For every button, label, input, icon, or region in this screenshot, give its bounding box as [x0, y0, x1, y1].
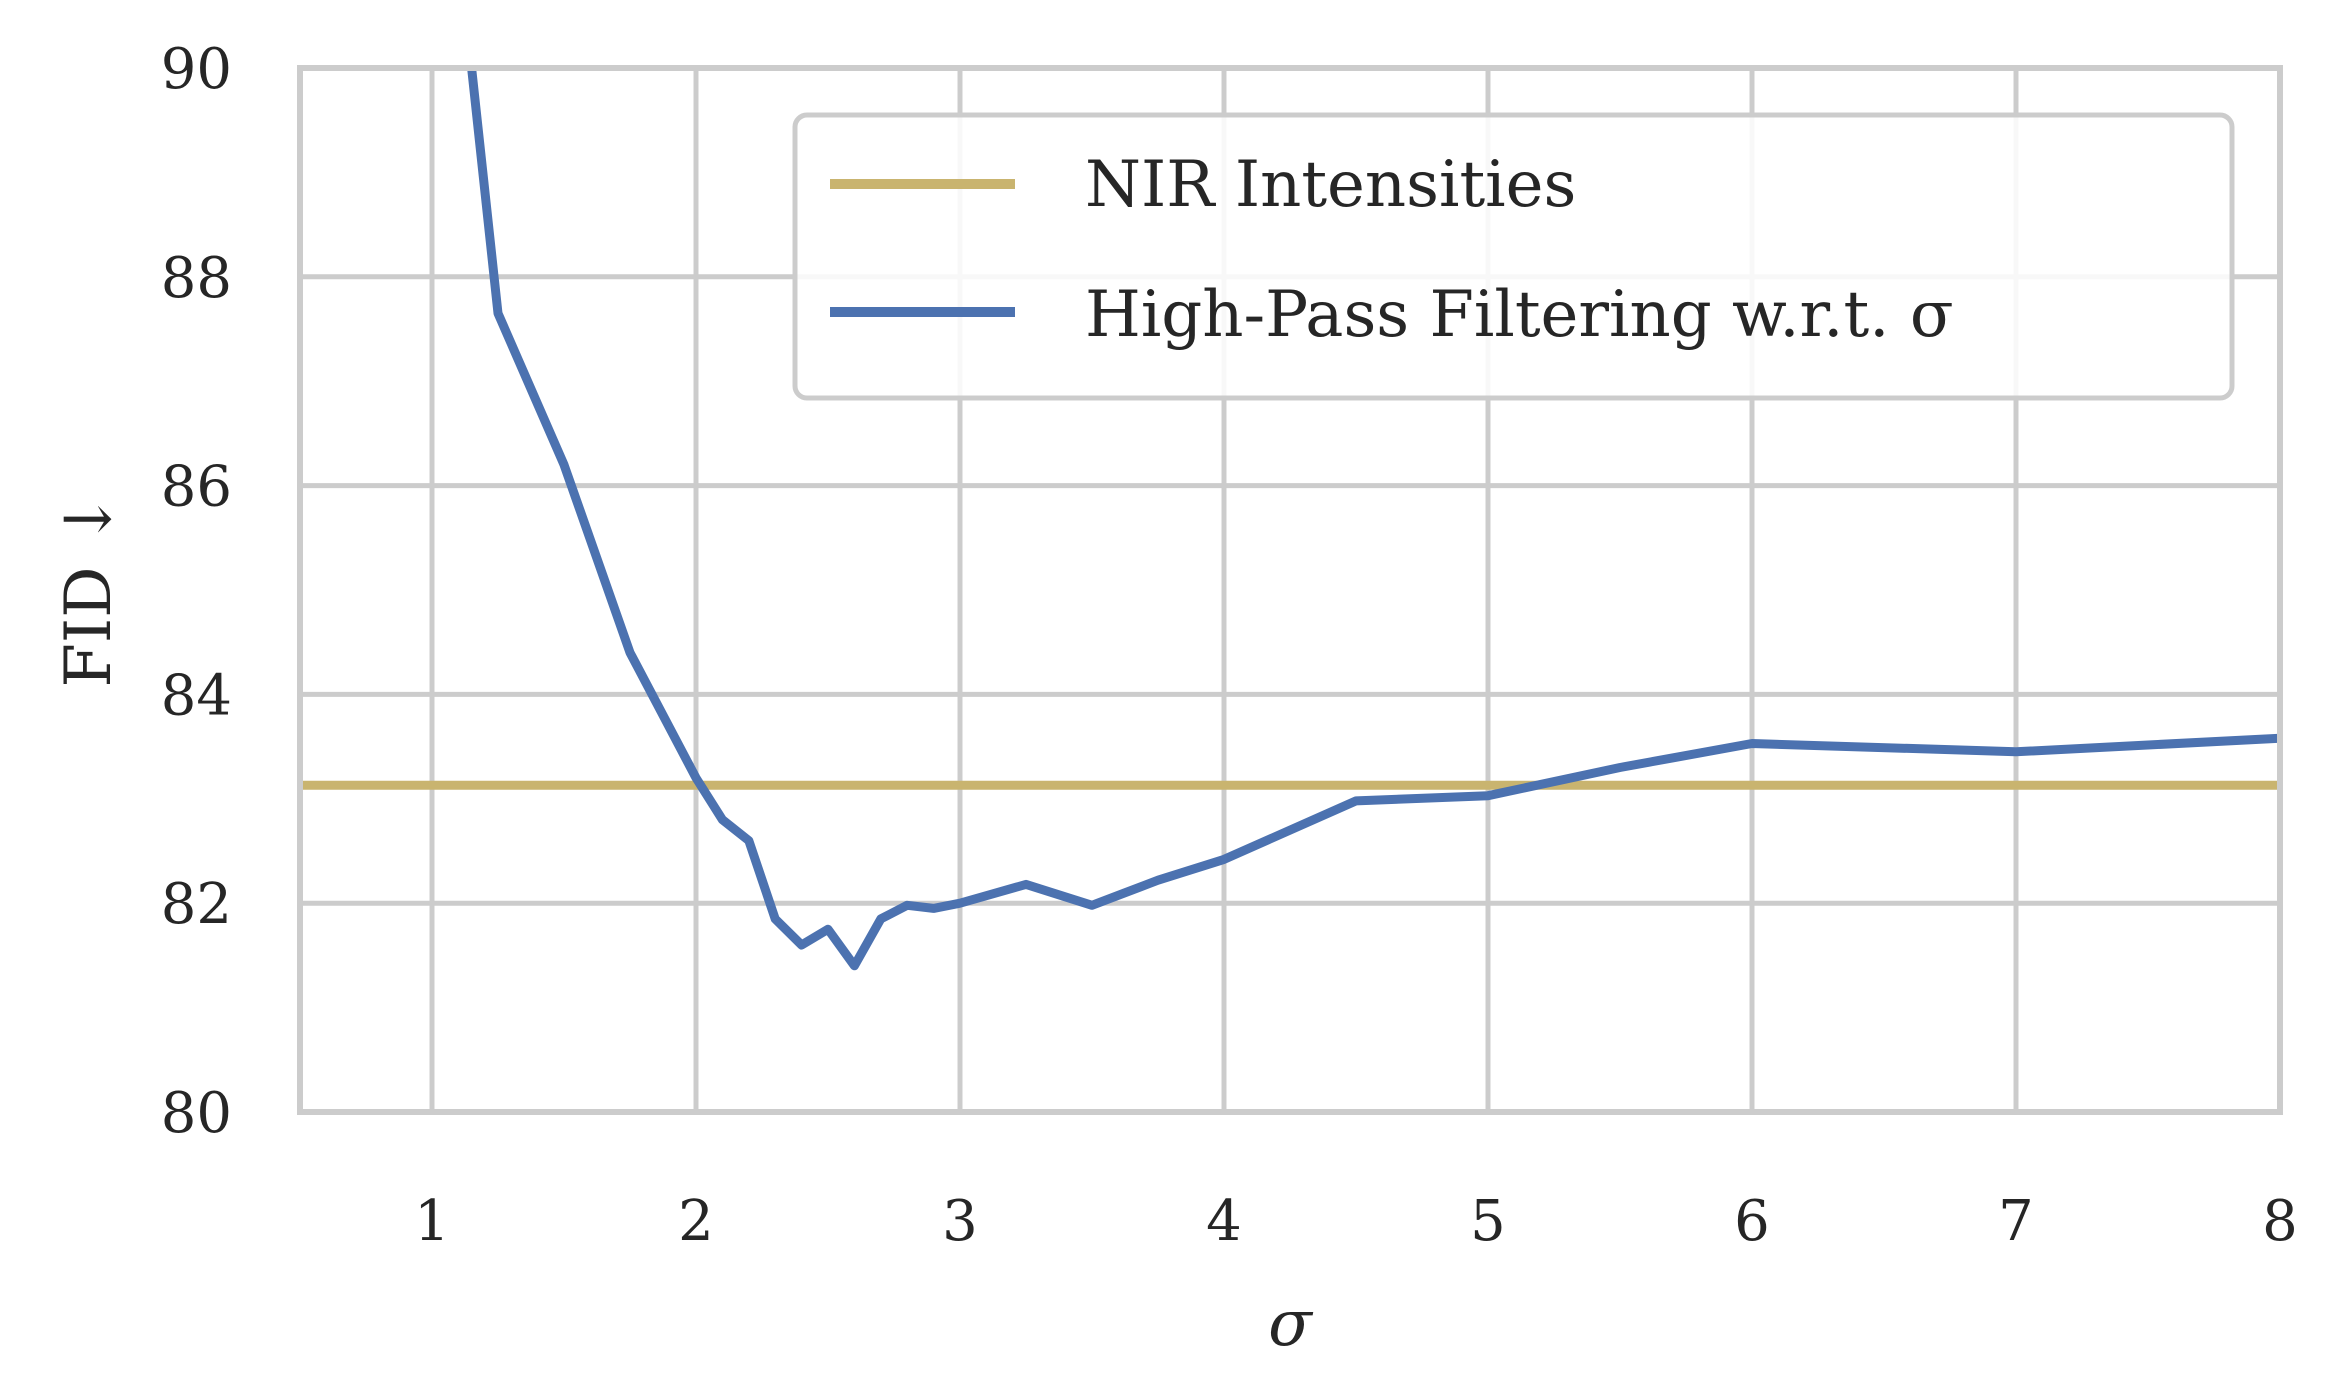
x-tick-label: 1	[414, 1189, 450, 1254]
y-tick-labels: 80 82 84 86 88 90	[161, 37, 232, 1146]
legend-label-nir: NIR Intensities	[1085, 148, 1576, 222]
x-axis-label: σ	[1268, 1287, 1314, 1361]
plot-frame	[297, 65, 2283, 1115]
x-tick-label: 5	[1470, 1189, 1506, 1254]
series-layer	[300, 68, 2280, 971]
legend-label-high-pass: High-Pass Filtering w.r.t. σ	[1085, 278, 1954, 352]
y-tick-label: 86	[161, 455, 232, 520]
y-tick-label: 88	[161, 246, 232, 311]
legend: NIR Intensities High-Pass Filtering w.r.…	[792, 112, 2235, 401]
y-tick-label: 80	[161, 1081, 232, 1146]
x-tick-label: 4	[1206, 1189, 1242, 1254]
series-line-high-pass	[467, 68, 2280, 971]
x-tick-labels: 1 2 3 4 5 6 7 8	[414, 1189, 2298, 1254]
y-tick-label: 90	[161, 37, 232, 102]
x-tick-label: 8	[2262, 1189, 2298, 1254]
legend-box	[792, 112, 2235, 401]
x-tick-label: 6	[1734, 1189, 1770, 1254]
y-axis-label: FID ↓	[52, 493, 126, 688]
y-tick-label: 82	[161, 872, 232, 937]
x-tick-label: 3	[942, 1189, 978, 1254]
x-tick-label: 2	[678, 1189, 714, 1254]
x-tick-label: 7	[1998, 1189, 2034, 1254]
y-tick-label: 84	[161, 663, 232, 728]
